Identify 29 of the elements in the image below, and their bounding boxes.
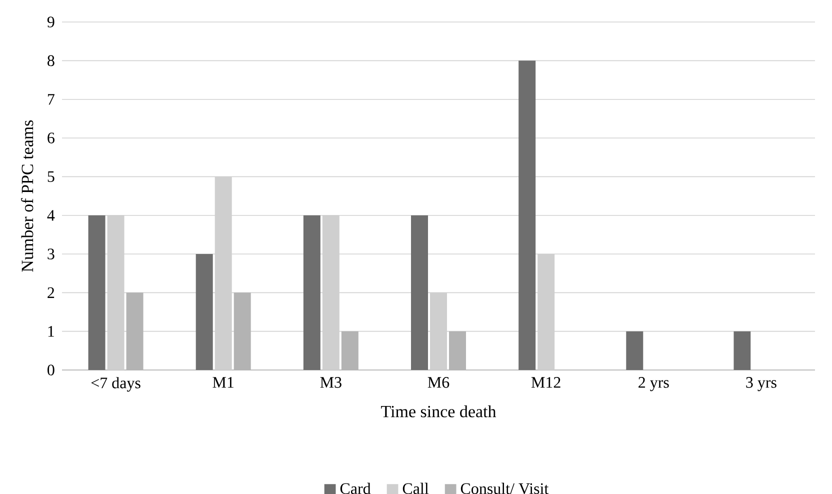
x-tick-label: <7 days [91,377,140,392]
y-tick-label: 0 [48,364,54,376]
y-tick-label: 8 [48,55,54,66]
bar [518,60,536,370]
bar [88,215,106,370]
y-tick-label: 3 [48,248,54,260]
x-tick-label: M3 [320,377,342,388]
y-tick-label: 7 [48,94,54,105]
x-tick-label: M12 [531,377,560,388]
y-tick-label: 5 [48,171,54,182]
bar [626,331,644,370]
x-tick-label: 3 yrs [746,377,776,392]
legend-label: Call [402,482,429,494]
y-tick-label: 4 [47,210,55,221]
legend-label: Consult/ Visit [460,482,549,494]
x-tick-label: 2 yrs [638,377,669,392]
bar [734,331,751,370]
y-tick-label: 9 [47,16,54,28]
bar [196,254,213,370]
x-tick-label: M1 [212,377,234,388]
x-axis-title: Time since death [381,405,496,418]
y-tick-label: 1 [48,326,54,337]
y-tick-label: 2 [48,287,54,298]
bar [303,215,320,370]
legend-label: Card [340,482,371,494]
bar [411,215,428,370]
x-tick-label: M6 [428,377,450,388]
y-axis-title: Number of PPC teams [21,120,34,272]
y-tick-label: 6 [48,132,54,144]
